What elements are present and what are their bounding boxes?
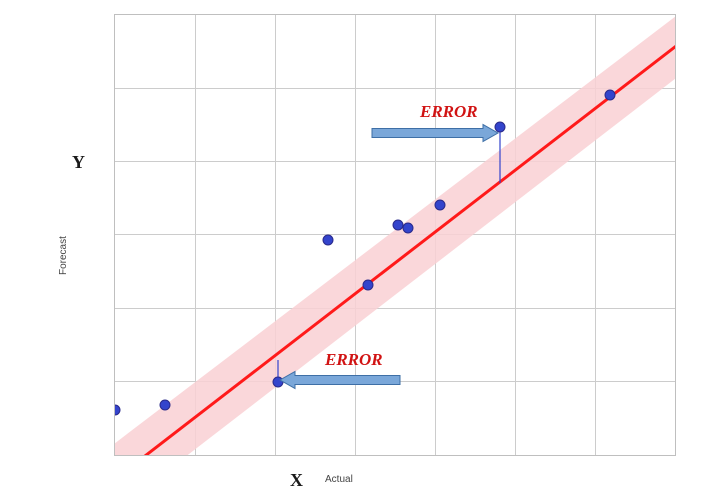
x-axis-title: X (290, 470, 303, 491)
grid-vline (595, 15, 596, 455)
y-axis-title: Y (72, 152, 85, 173)
error-label-lower: ERROR (325, 350, 383, 370)
grid-h line (115, 381, 675, 382)
chart-canvas: ERROR ERROR Y Forecast X Actual (0, 0, 726, 501)
x-axis-sublabel: Actual (325, 474, 353, 485)
grid-vline (195, 15, 196, 455)
annotation-layer (115, 15, 675, 455)
grid-vline (515, 15, 516, 455)
error-label-upper: ERROR (420, 102, 478, 122)
regression-line (115, 15, 675, 455)
grid-h line (115, 88, 675, 89)
grid-vline (355, 15, 356, 455)
scatter-points (115, 15, 675, 455)
grid-h line (115, 234, 675, 235)
confidence-band (115, 15, 675, 455)
y-axis-sublabel: Forecast (58, 236, 69, 275)
plot-area: ERROR ERROR (114, 14, 676, 456)
grid-vline (435, 15, 436, 455)
grid-h line (115, 308, 675, 309)
grid-h line (115, 161, 675, 162)
grid-vline (275, 15, 276, 455)
